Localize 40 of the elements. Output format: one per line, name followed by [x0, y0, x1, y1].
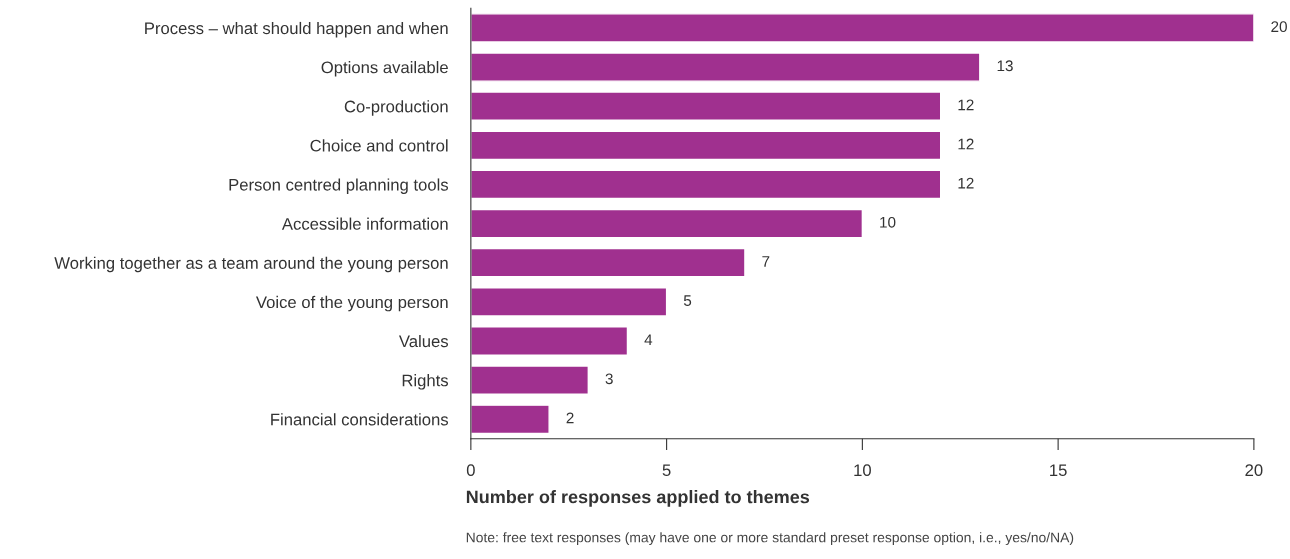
bar — [470, 404, 550, 435]
y-tick-label: Rights — [402, 374, 449, 390]
y-tick-label: Co-production — [344, 100, 448, 116]
x-axis-title: Number of responses applied to themes — [466, 490, 810, 507]
bar — [470, 287, 668, 317]
bar — [470, 247, 746, 278]
bar — [470, 326, 629, 356]
y-tick-label: Financial considerations — [271, 413, 449, 426]
y-tick-label: Voice of the young person — [255, 295, 448, 312]
bar — [470, 365, 589, 395]
bar — [470, 91, 942, 121]
y-tick-label: Accessible information — [281, 217, 448, 230]
data-label: 5 — [683, 295, 692, 306]
x-tick-label: 10 — [854, 464, 871, 477]
data-label: 20 — [1271, 21, 1287, 33]
data-label: 12 — [958, 99, 974, 111]
bar — [470, 13, 1254, 43]
text: Note: free text responses (may have one or more standard preset response option, i.e., yes/no/NA) — [466, 532, 1074, 546]
data-label: 13 — [997, 60, 1013, 72]
data-label: 12 — [958, 138, 974, 150]
data-label: 7 — [762, 256, 770, 267]
y-tick-label: Options available — [321, 61, 448, 77]
bar — [470, 52, 981, 82]
data-label: 3 — [605, 373, 613, 385]
y-tick-label: Process – what should happen and when — [145, 21, 448, 38]
bar — [470, 208, 864, 239]
data-label: 10 — [880, 216, 896, 228]
bar — [470, 130, 942, 161]
x-tick-label: 15 — [1050, 464, 1067, 477]
x-tick-label: 0 — [466, 464, 475, 477]
y-tick-label: Working together as a team around the young person — [54, 256, 448, 273]
x-tick-label: 20 — [1245, 464, 1263, 477]
bar — [470, 169, 942, 200]
y-tick-label: Person centred planning tools — [229, 178, 449, 194]
y-tick-label: Choice and control — [310, 139, 448, 152]
data-label: 2 — [566, 412, 574, 424]
y-tick-label: Values — [398, 334, 449, 348]
data-label: 12 — [958, 177, 974, 189]
x-tick-label: 5 — [662, 464, 671, 477]
data-label: 4 — [644, 334, 653, 345]
